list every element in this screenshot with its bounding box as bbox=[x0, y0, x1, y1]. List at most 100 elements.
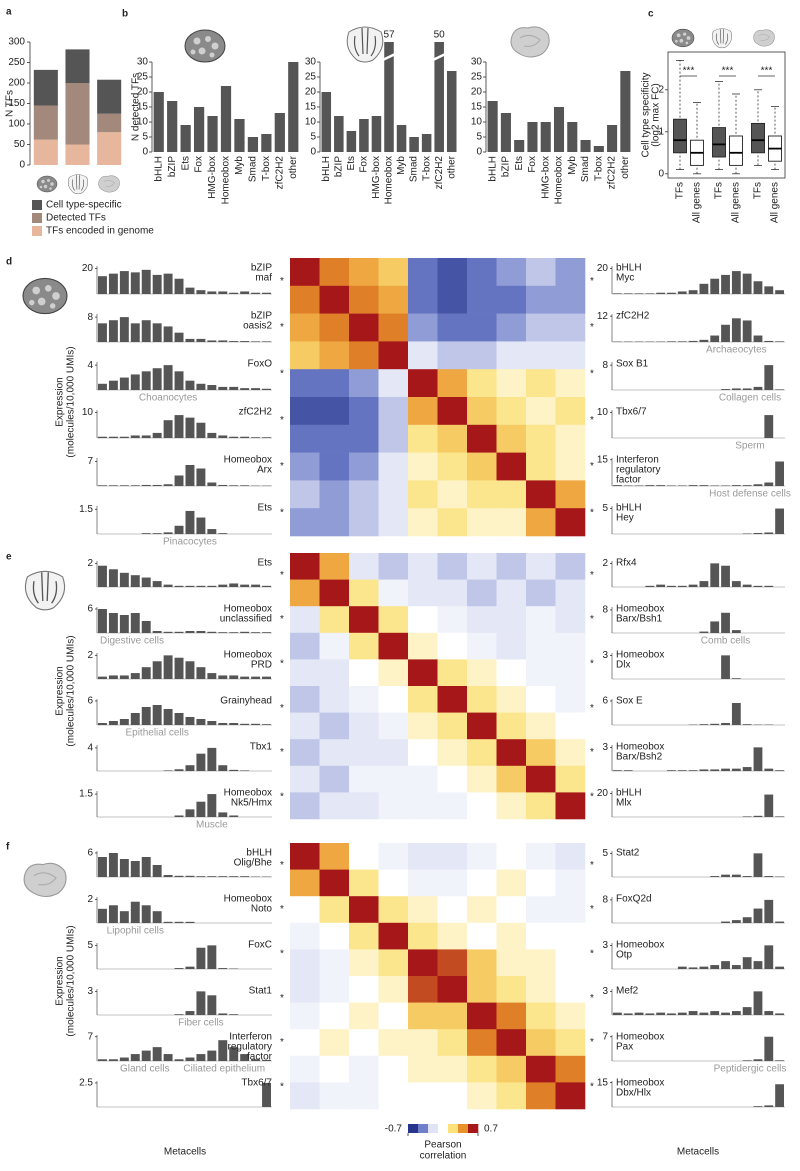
bar bbox=[775, 508, 784, 534]
bar bbox=[334, 116, 344, 152]
heatmap-cell bbox=[290, 739, 320, 767]
bar bbox=[775, 921, 784, 923]
track-label: Homeobox bbox=[616, 604, 664, 615]
bar bbox=[185, 287, 195, 294]
track-label: Homeobox bbox=[616, 940, 664, 951]
bar bbox=[196, 801, 206, 817]
heatmap-cell bbox=[526, 1002, 556, 1030]
bar bbox=[207, 385, 217, 390]
bar bbox=[346, 131, 357, 152]
heatmap-cell bbox=[555, 369, 586, 398]
bar-segment bbox=[33, 105, 58, 140]
bar bbox=[130, 673, 140, 679]
bar bbox=[742, 273, 752, 294]
x-tick-label: zfC2H2 bbox=[607, 156, 618, 190]
bar bbox=[152, 533, 162, 534]
heatmap-cell bbox=[496, 579, 527, 607]
bar bbox=[229, 769, 239, 771]
heatmap-cell bbox=[437, 606, 468, 634]
bar bbox=[775, 341, 784, 342]
icon bbox=[98, 175, 120, 193]
bar bbox=[764, 794, 774, 817]
bar bbox=[207, 340, 217, 342]
track-label: FoxC bbox=[248, 940, 272, 951]
heatmap-cell bbox=[526, 1055, 556, 1083]
bar bbox=[775, 461, 784, 486]
x-tick-label: All genes bbox=[731, 182, 742, 223]
heatmap-cell bbox=[349, 258, 379, 287]
y-tick-label: 3 bbox=[602, 986, 608, 997]
heatmap-cell bbox=[437, 1082, 468, 1110]
track-label: bZIP bbox=[251, 263, 272, 274]
heatmap-cell bbox=[290, 869, 320, 897]
bar bbox=[218, 765, 228, 771]
y-tick-label: 2.5 bbox=[79, 1078, 93, 1089]
y-tick-label: 0 bbox=[310, 147, 316, 158]
heatmap-cell bbox=[437, 285, 468, 314]
bar bbox=[775, 1060, 784, 1061]
bar bbox=[731, 388, 741, 390]
bar bbox=[220, 86, 232, 152]
heatmap-cell bbox=[496, 976, 527, 1003]
bar bbox=[731, 768, 741, 771]
bar bbox=[218, 1013, 228, 1015]
bar bbox=[196, 585, 206, 587]
bar bbox=[240, 770, 250, 771]
heatmap-cell bbox=[467, 313, 497, 342]
bar bbox=[152, 274, 162, 294]
bar bbox=[593, 146, 604, 152]
bar bbox=[196, 991, 206, 1015]
heatmap-cell bbox=[349, 553, 379, 580]
bar bbox=[613, 1012, 622, 1015]
bar bbox=[764, 1011, 774, 1015]
heatmap-cell bbox=[408, 553, 438, 580]
bar bbox=[98, 857, 107, 877]
heatmap-cell bbox=[555, 843, 586, 870]
bar bbox=[262, 1059, 271, 1061]
cell-type-annotation: Archaeocytes bbox=[706, 345, 767, 356]
panel-label: c bbox=[648, 9, 654, 20]
heatmap-cell bbox=[319, 508, 350, 537]
heatmap-cell bbox=[319, 686, 350, 713]
heatmap-cell bbox=[408, 424, 438, 453]
bar bbox=[218, 340, 228, 342]
bar bbox=[710, 621, 720, 633]
bar bbox=[108, 320, 118, 342]
bar bbox=[688, 584, 698, 587]
y-tick-label: 15 bbox=[597, 1077, 609, 1088]
bar bbox=[152, 432, 162, 438]
value-label: 57 bbox=[383, 30, 395, 41]
bar bbox=[152, 581, 162, 587]
bar bbox=[262, 676, 271, 679]
bar bbox=[721, 389, 730, 390]
bar bbox=[229, 341, 239, 342]
heatmap-cell bbox=[526, 1029, 556, 1057]
axis-break bbox=[382, 52, 396, 62]
heatmap-cell bbox=[555, 659, 586, 687]
bar bbox=[731, 318, 741, 342]
bar bbox=[185, 510, 195, 534]
bar bbox=[247, 137, 259, 152]
track-label: Arx bbox=[257, 465, 272, 476]
bar bbox=[141, 435, 151, 438]
bar bbox=[240, 876, 250, 877]
bar bbox=[764, 876, 774, 877]
heatmap-cell bbox=[408, 712, 438, 740]
heatmap-cell bbox=[378, 285, 409, 314]
heatmap-cell bbox=[437, 480, 468, 509]
bar bbox=[240, 723, 250, 725]
heatmap-cell bbox=[496, 480, 527, 509]
legend-label: Cell type-specific bbox=[46, 200, 122, 211]
icon bbox=[671, 28, 695, 48]
star-marker: * bbox=[280, 614, 284, 625]
bar bbox=[764, 768, 774, 771]
y-tick-label: 2 bbox=[87, 650, 93, 661]
bar bbox=[613, 293, 622, 294]
heatmap-cell bbox=[378, 632, 409, 660]
heatmap-cell bbox=[349, 792, 379, 820]
bar bbox=[218, 435, 228, 438]
heatmap-cell bbox=[349, 896, 379, 924]
bar bbox=[174, 415, 184, 438]
bar bbox=[185, 1057, 195, 1061]
star-marker: * bbox=[280, 791, 284, 802]
